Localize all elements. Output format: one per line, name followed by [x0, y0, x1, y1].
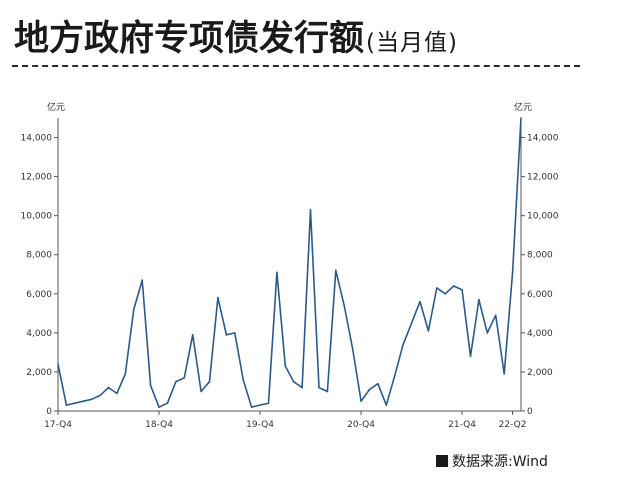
y-tick-label-left: 12,000 [21, 173, 53, 183]
data-point [242, 378, 244, 381]
data-point [469, 355, 472, 358]
title-divider [12, 65, 580, 67]
chart-title: 地方政府专项债发行额 (当月值) [14, 10, 458, 59]
data-point [461, 289, 463, 291]
data-point [149, 384, 152, 387]
data-point [318, 386, 320, 389]
x-tick-label: 19-Q4 [246, 420, 274, 430]
data-point [158, 406, 160, 408]
source-note: 数据来源:Wind [436, 451, 548, 471]
data-point [309, 209, 312, 211]
square-bullet-icon [436, 455, 448, 467]
data-point [90, 398, 93, 401]
y-tick-label-left: 10,000 [21, 212, 53, 222]
data-point [326, 390, 329, 393]
y-tick-label-right: 6,000 [527, 290, 553, 300]
y-tick-label-right: 12,000 [527, 173, 559, 183]
data-point [166, 402, 169, 404]
data-point [393, 375, 396, 377]
data-point [99, 394, 101, 397]
data-point [351, 347, 354, 350]
y-tick-label-left: 6,000 [26, 290, 52, 300]
y-tick-label-left: 4,000 [26, 329, 52, 339]
x-tick-label: 22-Q2 [499, 420, 527, 430]
source-text: 数据来源:Wind [452, 454, 548, 470]
y-tick-label-left: 0 [46, 407, 52, 417]
data-point [208, 380, 211, 383]
data-point [436, 287, 438, 289]
x-tick-label: 17-Q4 [44, 420, 72, 430]
data-point [452, 285, 455, 287]
data-point [377, 382, 379, 385]
data-point [200, 390, 202, 393]
data-point [503, 373, 505, 375]
data-point [368, 388, 371, 391]
data-point [191, 334, 194, 336]
data-point [107, 386, 110, 389]
y-tick-label-right: 4,000 [527, 329, 553, 339]
data-point [141, 279, 143, 281]
data-point [292, 380, 295, 383]
data-point [116, 392, 118, 395]
data-point [82, 400, 85, 403]
series-line [57, 117, 522, 408]
x-tick-label: 18-Q4 [145, 420, 173, 430]
data-point [284, 365, 287, 367]
data-point [511, 271, 514, 274]
right-axis-unit: 亿元 [514, 101, 532, 113]
data-point [217, 296, 219, 299]
data-point [233, 332, 236, 334]
data-point [132, 308, 135, 311]
data-point [360, 400, 362, 403]
data-point [124, 373, 127, 375]
data-point [419, 300, 421, 303]
left-axis-unit: 亿元 [47, 101, 65, 113]
chart-title-main: 地方政府专项债发行额 [14, 19, 365, 59]
data-point [343, 304, 346, 307]
x-tick-label: 20-Q4 [347, 420, 375, 430]
data-point [276, 271, 278, 274]
data-point [65, 404, 68, 406]
y-tick-label-left: 14,000 [21, 134, 53, 144]
data-point [478, 298, 480, 301]
data-point [444, 293, 447, 295]
data-point [301, 386, 303, 389]
data-point [183, 376, 186, 379]
y-tick-label-right: 2,000 [527, 368, 553, 378]
y-tick-label-right: 8,000 [527, 251, 553, 261]
y-tick-label-right: 10,000 [527, 212, 559, 222]
data-point [259, 404, 261, 406]
data-point [410, 322, 413, 324]
data-point [175, 380, 177, 383]
data-point [57, 363, 59, 365]
y-tick-label-right: 14,000 [527, 134, 559, 144]
data-point [486, 332, 489, 334]
data-point [250, 406, 253, 408]
data-point [225, 334, 228, 336]
data-point [335, 269, 337, 272]
y-tick-label-right: 0 [527, 407, 533, 417]
y-tick-label-left: 2,000 [26, 368, 52, 378]
data-point [494, 314, 497, 317]
x-tick-label: 21-Q4 [448, 420, 476, 430]
data-point [427, 330, 430, 332]
data-point [385, 404, 388, 406]
data-point [402, 343, 404, 346]
data-point [520, 117, 522, 119]
data-point [74, 402, 76, 404]
data-point [267, 402, 270, 404]
y-tick-label-left: 8,000 [26, 251, 52, 261]
chart-title-sub: (当月值) [366, 30, 458, 56]
